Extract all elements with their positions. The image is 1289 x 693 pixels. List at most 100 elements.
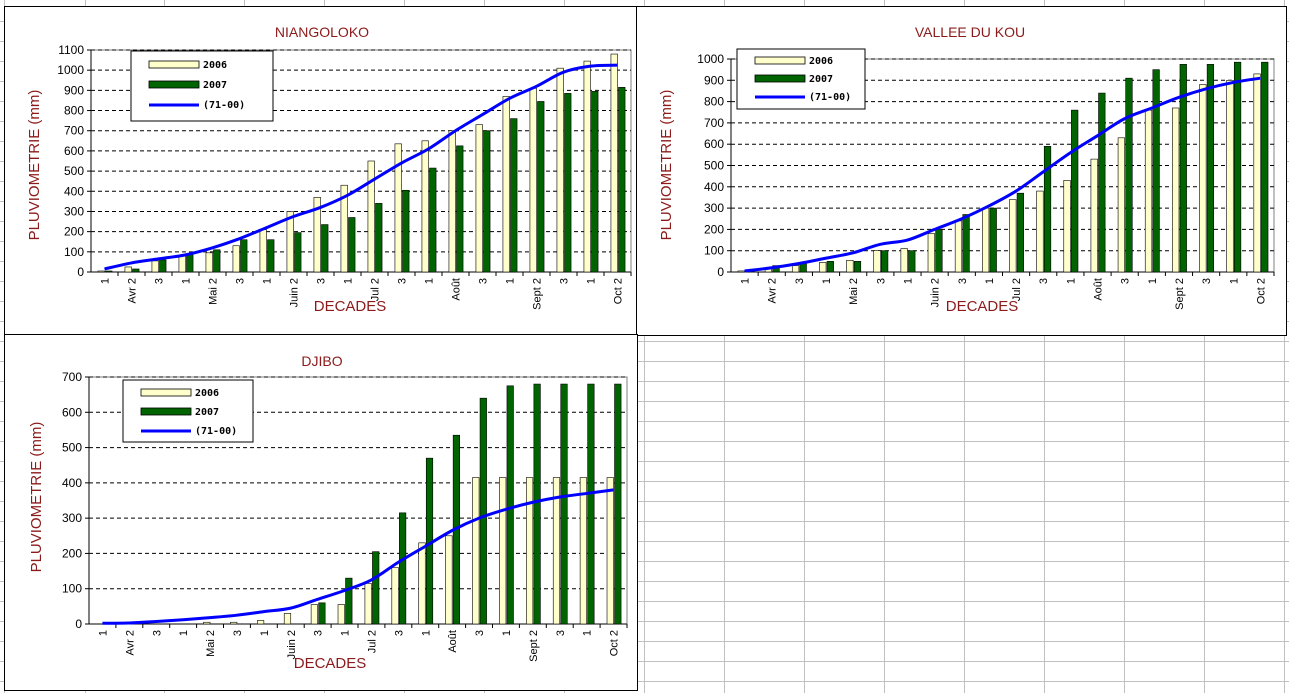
bar-2006 (579, 477, 587, 625)
x-axis-label: DECADES (314, 298, 387, 315)
bar-2007 (935, 229, 943, 273)
y-tick-label: 400 (64, 184, 84, 198)
bar-2006 (982, 207, 990, 273)
x-tick-label: Sept 2 (1174, 278, 1186, 310)
y-tick-label: 500 (62, 441, 82, 455)
bar-2007 (267, 239, 275, 273)
y-tick-label: 700 (62, 370, 82, 384)
bar-2007 (826, 261, 834, 273)
x-tick-label: 3 (1038, 278, 1050, 284)
x-tick-label: 1 (505, 278, 517, 284)
bar-2007 (375, 203, 383, 273)
bar-2006 (257, 620, 265, 625)
x-tick-label: 3 (478, 278, 490, 284)
bar-2006 (526, 477, 534, 625)
x-tick-label: 1 (582, 630, 594, 636)
bar-2006 (230, 621, 238, 625)
bar-2006 (313, 197, 321, 273)
y-tick-label: 800 (704, 95, 724, 109)
bar-2006 (394, 143, 402, 273)
bar-2007 (240, 239, 248, 273)
x-tick-label: Juin 2 (289, 278, 301, 307)
x-tick-label: Août (451, 278, 463, 301)
bar-2006 (1199, 84, 1207, 273)
legend-swatch-2006 (148, 60, 200, 69)
bar-2007 (799, 263, 807, 273)
bar-2007 (456, 145, 464, 273)
bar-2007 (1098, 92, 1106, 273)
y-tick-label: 800 (64, 104, 84, 118)
bar-2007 (321, 224, 329, 273)
x-tick-label: 3 (474, 630, 486, 636)
y-tick-label: 1000 (697, 52, 724, 66)
bar-2007 (132, 268, 140, 273)
x-tick-label: 1 (262, 278, 274, 284)
bar-2007 (510, 118, 518, 273)
bar-2006 (1036, 190, 1044, 273)
bar-2006 (1063, 180, 1071, 273)
bar-2007 (853, 261, 862, 273)
bar-2007 (105, 270, 113, 273)
bar-2007 (1179, 64, 1187, 273)
chart-vallee-du-kou[interactable]: VALLEE DU KOU PLUVIOMETRIE (mm) DECADES … (636, 6, 1287, 336)
x-tick-label: Juin 2 (930, 278, 942, 307)
y-tick-label: 300 (62, 511, 82, 525)
bar-2006 (283, 613, 292, 625)
bar-2006 (606, 477, 614, 625)
bar-2007 (587, 383, 595, 625)
chart-djibo[interactable]: DJIBO PLUVIOMETRIE (mm) DECADES 0 100 200 3… (4, 334, 638, 691)
bar-2006 (502, 96, 510, 273)
bar-2007 (1261, 61, 1269, 273)
bar-2007 (186, 253, 194, 273)
bar-2007 (564, 93, 572, 273)
x-tick-label: Mai 2 (205, 630, 217, 657)
x-tick-label: Août (447, 630, 459, 653)
y-tick-label: 600 (62, 405, 82, 419)
y-tick-label: 900 (704, 73, 724, 87)
bar-2006 (499, 477, 507, 625)
legend-label-2006: 2006 (203, 60, 227, 71)
y-axis-label: PLUVIOMETRIE (mm) (28, 422, 45, 573)
y-tick-label: 400 (62, 476, 82, 490)
bar-2006 (791, 265, 800, 273)
bar-2006 (340, 184, 348, 273)
y-tick-label: 700 (704, 116, 724, 130)
x-tick-label: 1 (100, 278, 112, 284)
y-tick-label: 200 (62, 546, 82, 560)
x-tick-label: 3 (875, 278, 887, 284)
bar-2007 (372, 551, 380, 625)
bar-2006 (286, 211, 294, 273)
x-tick-label: 3 (235, 278, 247, 284)
x-tick-label: 1 (984, 278, 996, 284)
bar-2007 (989, 207, 997, 273)
x-tick-label: 3 (316, 278, 328, 284)
bar-2006 (583, 60, 591, 273)
x-tick-label: 3 (794, 278, 806, 284)
bar-2006 (97, 270, 105, 273)
bar-2006 (475, 124, 483, 273)
bar-2007 (213, 249, 221, 273)
legend-swatch-2006 (140, 388, 192, 397)
bar-2006 (1009, 199, 1017, 273)
x-tick-label: 1 (902, 278, 914, 284)
legend-label-2007: 2007 (195, 407, 219, 418)
y-tick-label: 100 (62, 582, 82, 596)
x-tick-label: Jul 2 (366, 630, 378, 653)
x-tick-label: 3 (151, 630, 163, 636)
chart-niangoloko[interactable]: NIANGOLOKO PLUVIOMETRIE (mm) DECADES 0 10… (4, 6, 638, 336)
bar-2006 (819, 262, 827, 273)
bar-2007 (348, 217, 356, 273)
bar-2007 (429, 167, 437, 273)
x-tick-label: 3 (559, 278, 571, 284)
x-tick-label: Avr 2 (767, 278, 779, 303)
y-tick-label: 100 (64, 245, 84, 259)
y-tick-label: 600 (704, 137, 724, 151)
legend-label-2007: 2007 (809, 74, 833, 85)
bar-2007 (560, 383, 568, 625)
legend: 2006 2007 (71-00) (130, 50, 274, 122)
x-tick-label: 1 (420, 630, 432, 636)
y-tick-label: 0 (77, 265, 84, 279)
y-tick-label: 300 (64, 204, 84, 218)
x-tick-label: 3 (1120, 278, 1132, 284)
line-series-normal (744, 76, 1261, 273)
